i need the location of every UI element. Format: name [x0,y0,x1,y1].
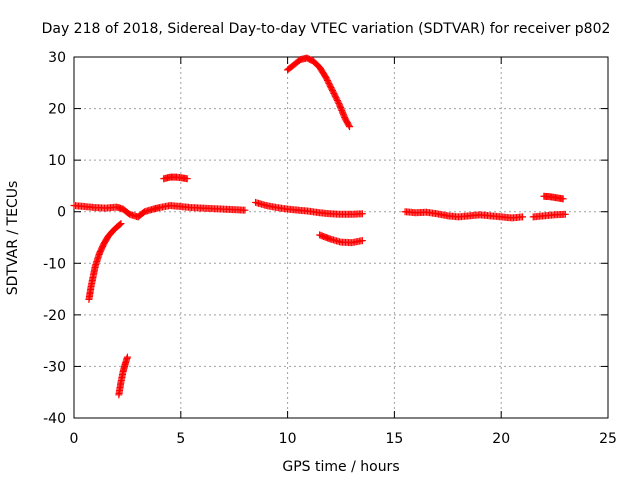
x-tick-label: 5 [176,431,185,447]
y-tick-label: -10 [43,256,66,272]
y-axis-label: SDTVAR / TECUs [5,181,21,296]
ticks: 0 5 10 15 20 25 -40 -30 -20 -10 0 10 20 30 [43,50,617,447]
data-point [358,210,366,218]
chart-title: Day 218 of 2018, Sidereal Day-to-day VTE… [42,21,611,37]
x-tick-label: 10 [279,431,297,447]
data-point [561,210,569,218]
x-axis-label: GPS time / hours [282,459,399,475]
y-tick-label: 30 [48,50,66,66]
x-tick-label: 20 [492,431,510,447]
plot-frame [73,56,609,419]
y-tick-label: 10 [48,153,66,169]
x-tick-label: 25 [599,431,617,447]
data-point [345,121,353,129]
y-tick-label: -20 [43,308,66,324]
data-point [358,237,366,245]
data-point [123,353,131,361]
y-tick-label: 0 [57,205,66,221]
data-point [183,175,191,183]
data-point [241,206,249,214]
data-points [70,54,569,399]
y-tick-label: -30 [43,359,66,375]
data-point [116,220,124,228]
y-tick-label: -40 [43,411,66,427]
data-point [519,213,527,221]
x-tick-label: 15 [385,431,403,447]
data-point [559,195,567,203]
data-point [346,123,354,131]
data-point [117,220,125,228]
y-tick-label: 20 [48,102,66,118]
x-tick-label: 0 [70,431,79,447]
